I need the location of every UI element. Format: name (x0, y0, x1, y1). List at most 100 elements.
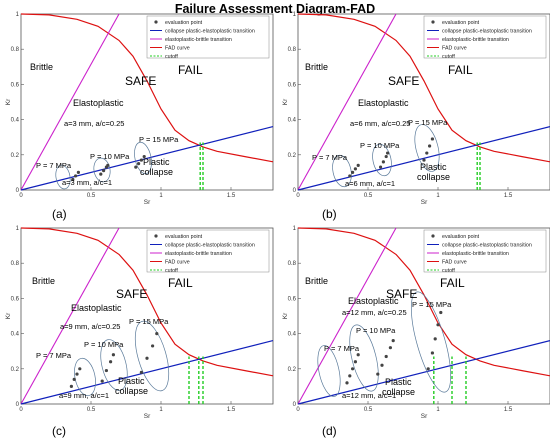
legend-marker-point (431, 234, 435, 238)
region-label-collapse: collapse (417, 172, 450, 182)
region-label-collapse: collapse (140, 167, 173, 177)
evaluation-point (376, 372, 380, 376)
evaluation-point (433, 337, 437, 341)
legend: evaluation point collapse plastic-elastop… (146, 229, 270, 274)
region-label-elastoplastic: Elastoplastic (358, 98, 409, 108)
y-tick-label: 0.8 (11, 47, 20, 53)
y-tick-label: 1 (16, 226, 20, 232)
series-label: P = 15 MPa (139, 135, 179, 144)
legend-entry: evaluation point (165, 20, 203, 26)
evaluation-point (139, 158, 143, 162)
series-group-ellipse (410, 291, 452, 393)
series-label: P = 10 MPa (90, 152, 130, 161)
evaluation-point (75, 372, 79, 376)
fad-panel-d: 0 0.5 1 1.5 0 0.2 0.4 0.6 0.8 1 Sr Kr Brittle SAFE FAI… (282, 226, 550, 420)
evaluation-point (102, 169, 106, 173)
region-label-plastic: Plastic (118, 376, 145, 386)
y-tick-label: 0 (16, 188, 20, 194)
series-label: P = 15 MPa (412, 300, 452, 309)
x-tick-label: 0 (19, 407, 23, 413)
legend-entry: evaluation point (442, 234, 480, 240)
crack-annotation-ac025: a=9 mm, a/c=0.25 (60, 322, 120, 331)
evaluation-point (384, 154, 388, 159)
evaluation-point (430, 351, 434, 355)
evaluation-point (348, 374, 352, 378)
evaluation-point (104, 368, 108, 373)
evaluation-point (439, 310, 443, 315)
x-tick-label: 1.5 (504, 193, 513, 199)
evaluation-point (111, 353, 115, 357)
y-tick-label: 0.6 (11, 296, 20, 302)
region-label-brittle: Brittle (305, 276, 328, 286)
collapse-transition-line (297, 340, 550, 405)
series-group-ellipse (55, 164, 71, 190)
x-tick-label: 1.5 (504, 407, 513, 413)
y-tick-label: 0.2 (288, 153, 297, 159)
crack-annotation-ac1: a=6 mm, a/c=1 (345, 179, 395, 188)
evaluation-point (151, 344, 155, 348)
axes-frame (297, 227, 550, 405)
series-group-ellipse (372, 143, 392, 177)
legend-entry: cutoff (442, 268, 455, 274)
region-label-elastoplastic: Elastoplastic (348, 296, 399, 306)
region-label-brittle: Brittle (305, 62, 328, 72)
y-tick-label: 1 (293, 226, 297, 232)
series-group-ellipse (100, 339, 128, 391)
fad-curve (297, 13, 550, 163)
y-axis-label: Kr (5, 98, 12, 105)
evaluation-point (72, 377, 76, 381)
evaluation-point (100, 379, 104, 383)
crack-annotation-ac1: a=9 mm, a/c=1 (59, 391, 109, 400)
region-label-safe: SAFE (386, 287, 417, 301)
legend-entry: FAD curve (442, 46, 467, 52)
brittle-transition-line (297, 13, 397, 191)
axes-frame (20, 13, 274, 191)
x-tick-label: 0 (19, 193, 23, 199)
x-tick-label: 1 (159, 407, 163, 413)
legend-box (423, 229, 547, 273)
region-label-safe: SAFE (388, 74, 419, 88)
legend-box (423, 15, 547, 59)
evaluation-point (356, 353, 360, 357)
series-group-ellipse (134, 320, 170, 392)
evaluation-point (430, 137, 434, 141)
legend-entry: collapse plastic-elastoplastic transitio… (442, 29, 532, 35)
legend-entry: evaluation point (165, 234, 203, 240)
y-tick-label: 0.8 (288, 261, 297, 267)
evaluation-point (345, 381, 349, 385)
panel-label: (d) (322, 424, 337, 438)
evaluation-point (145, 356, 149, 360)
legend-entry: cutoff (442, 54, 455, 60)
fad-panel-a: 0 0.5 1 1.5 0 0.2 0.4 0.6 0.8 1 Sr Kr Brittle SAFE FAI… (5, 12, 274, 206)
evaluation-point (391, 339, 395, 343)
y-tick-label: 0.4 (11, 332, 20, 338)
evaluation-point (106, 163, 110, 167)
region-label-fail: FAIL (448, 63, 473, 77)
legend-entry: elastoplastic-brittle transition (442, 37, 509, 43)
crack-annotation-ac025: a=12 mm, a/c=0.25 (342, 308, 407, 317)
y-tick-label: 0.6 (288, 296, 297, 302)
legend-box (146, 229, 270, 273)
y-tick-label: 1 (16, 12, 20, 18)
legend: evaluation point collapse plastic-elastop… (423, 229, 547, 274)
fad-curve (20, 227, 274, 377)
series-group-ellipse (332, 154, 352, 188)
evaluation-point (348, 174, 352, 178)
y-tick-label: 0.6 (11, 82, 20, 88)
x-tick-label: 0.5 (87, 407, 96, 413)
axes-frame (20, 227, 274, 405)
legend-entry: elastoplastic-brittle transition (442, 251, 509, 257)
brittle-transition-line (20, 227, 120, 405)
region-label-safe: SAFE (116, 287, 147, 301)
x-axis-label: Sr (421, 413, 428, 420)
collapse-transition-line (20, 340, 274, 405)
x-axis-label: Sr (421, 199, 428, 206)
region-label-plastic: Plastic (143, 157, 170, 167)
y-tick-label: 1 (293, 12, 297, 18)
brittle-transition-line (20, 13, 120, 191)
region-label-fail: FAIL (168, 276, 193, 290)
y-axis-label: Kr (5, 312, 12, 319)
x-tick-label: 1.5 (227, 407, 236, 413)
evaluation-point (428, 144, 432, 148)
fad-panel-b: 0 0.5 1 1.5 0 0.2 0.4 0.6 0.8 1 Sr Kr Brittle SAFE FAI… (282, 12, 550, 206)
